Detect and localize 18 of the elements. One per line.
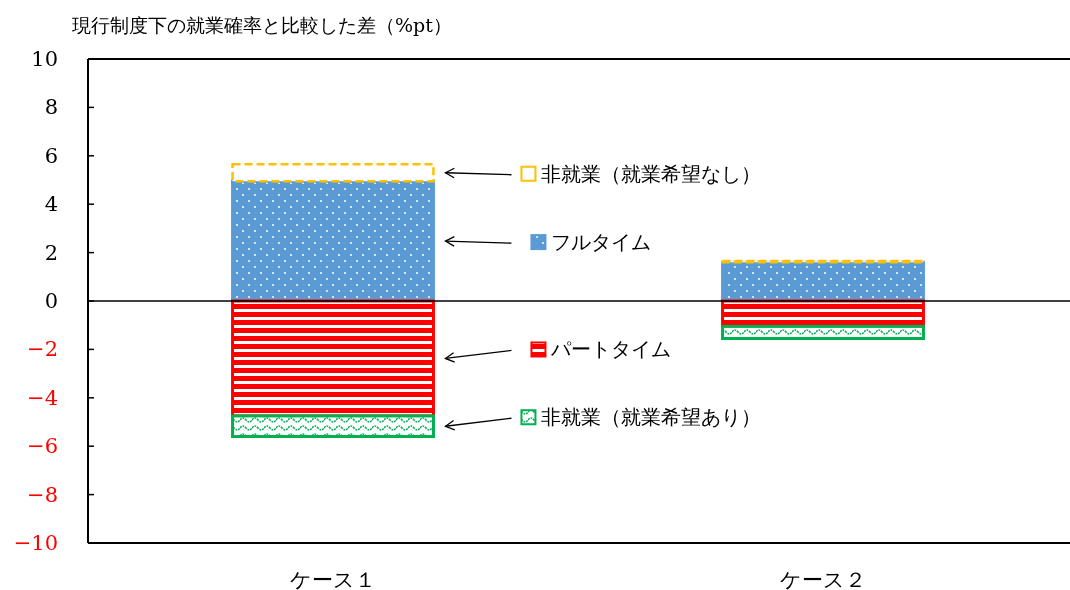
y-tick-label: 8 xyxy=(44,95,58,120)
y-tick-label: 2 xyxy=(44,240,58,265)
y-tick-label: 4 xyxy=(44,192,58,217)
legend-label: フルタイム xyxy=(551,230,652,255)
y-tick-label: 0 xyxy=(44,289,58,313)
y-tick-label: −10 xyxy=(13,531,58,555)
y-tick-label: 10 xyxy=(31,47,58,71)
y-tick-label: −4 xyxy=(27,385,58,410)
y-tick-label: −2 xyxy=(27,337,58,362)
x-tick-label: ケース２ xyxy=(780,568,866,590)
x-tick-label: ケース１ xyxy=(290,568,376,590)
legend-label: 非就業（就業希望あり） xyxy=(541,405,762,430)
y-axis-title: 現行制度下の就業確率と比較した差（%pt） xyxy=(72,14,452,36)
y-tick-label: −8 xyxy=(27,482,58,507)
legend-label: パートタイム xyxy=(550,337,672,362)
y-tick-label: −6 xyxy=(27,434,58,459)
y-tick-label: 6 xyxy=(44,143,58,168)
legend-label: 非就業（就業希望なし） xyxy=(541,161,762,186)
